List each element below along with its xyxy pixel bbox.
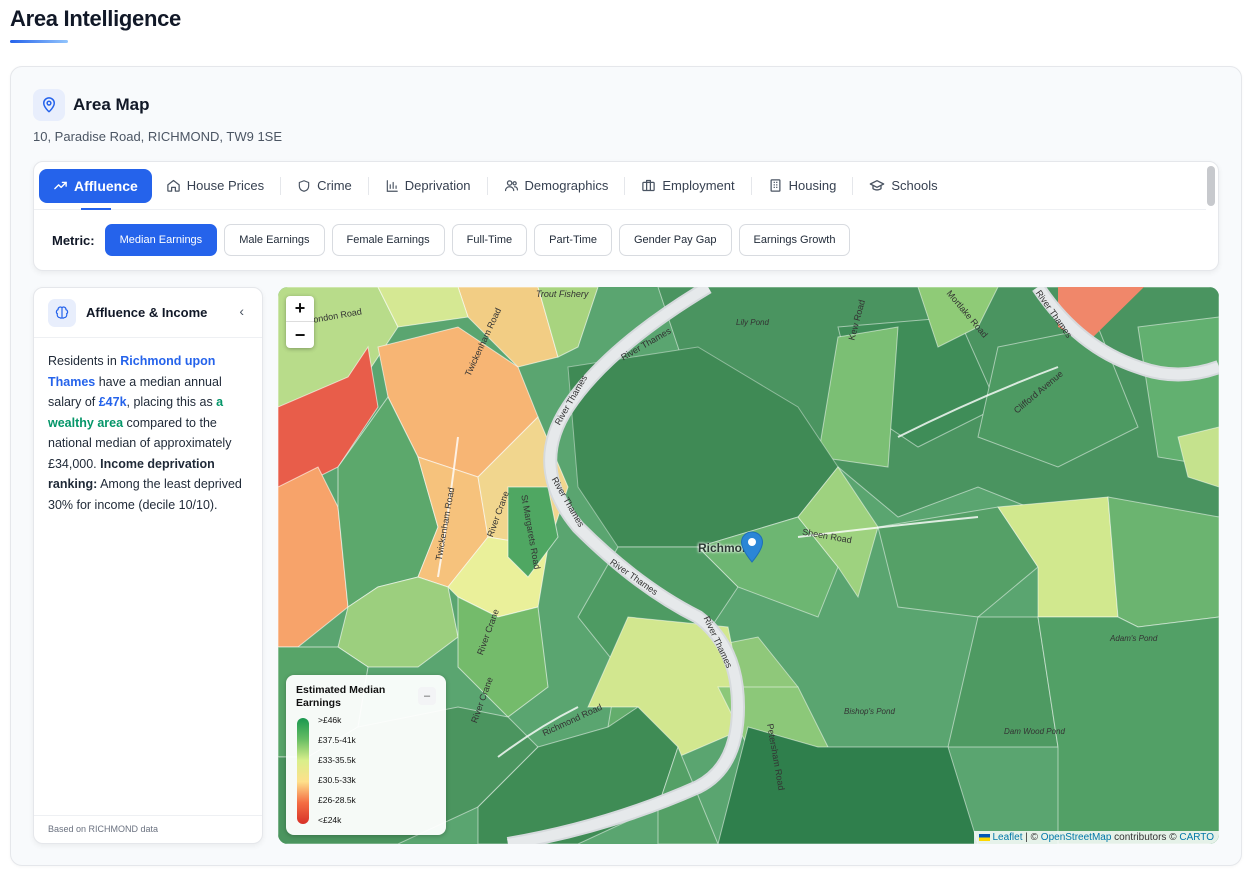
metric-male-earnings[interactable]: Male Earnings [224,224,325,256]
tab-demographics[interactable]: Demographics [490,169,623,203]
metric-median-earnings[interactable]: Median Earnings [104,224,218,256]
metric-female-earnings[interactable]: Female Earnings [331,224,445,256]
tab-separator [624,176,626,195]
metric-earnings-growth[interactable]: Earnings Growth [738,224,851,256]
legend-item: <£24k [318,815,342,825]
median-salary: £47k [98,395,127,409]
briefcase-icon [642,179,656,192]
carto-link[interactable]: CARTO [1179,832,1214,843]
tab-separator [852,176,854,195]
deprivation-label: Income deprivation ranking: [48,456,215,492]
metric-label: Metric: [52,232,95,248]
users-icon [504,180,518,192]
leaflet-link[interactable]: Leaflet [992,832,1023,843]
page-title: Area Intelligence [10,6,181,31]
bar-chart-icon [386,179,398,192]
tab-separator [486,176,488,195]
insight-text: Residents in Richmond upon Thames have a… [48,354,242,512]
metric-selector: Metric: Median Earnings Male Earnings Fe… [52,224,851,256]
zoom-control: + − [286,296,314,348]
legend-item: £30.5-33k [318,775,356,785]
collapse-chevron-icon[interactable]: ‹ [239,303,244,319]
tabs-panel: Affluence House Prices Crime Deprivation… [33,161,1219,271]
tab-separator [367,176,369,195]
tab-deprivation[interactable]: Deprivation [371,169,485,203]
map-label: Bishop's Pond [844,707,895,716]
home-icon [167,179,180,192]
sidebar-header: Affluence & Income ‹ [34,288,262,338]
tab-separator [280,176,282,195]
ukraine-flag-icon [978,833,990,841]
legend-labels: >£46k £37.5-41k £33-35.5k £30.5-33k £26-… [318,713,356,833]
shield-icon [298,179,310,192]
insight-sidebar: Affluence & Income ‹ Residents in Richmo… [33,287,263,844]
graduation-cap-icon [869,179,885,191]
zoom-out-button[interactable]: − [294,324,306,345]
legend-color-scale [297,718,309,824]
tab-separator [750,176,752,195]
metric-part-time[interactable]: Part-Time [534,224,612,256]
address-text: 10, Paradise Road, RICHMOND, TW9 1SE [33,129,283,144]
area-name: Richmond upon Thames [48,354,216,389]
tabs-scrollbar[interactable] [1207,166,1215,206]
location-marker-icon[interactable] [740,531,764,568]
map-attribution: Leaflet | © OpenStreetMap contributors ©… [973,831,1219,844]
legend-title: Estimated Median Earnings [296,684,386,709]
map-label: Trout Fishery [536,289,589,299]
map-pin-icon [33,89,65,121]
trend-up-icon [54,181,67,190]
metric-gender-pay-gap[interactable]: Gender Pay Gap [618,224,732,256]
osm-link[interactable]: OpenStreetMap [1040,832,1112,843]
legend-minimize-button[interactable]: – [418,687,436,705]
legend-item: £37.5-41k [318,735,356,745]
metric-full-time[interactable]: Full-Time [451,224,528,256]
brain-icon [48,298,76,327]
tab-house-prices[interactable]: House Prices [152,169,278,203]
tab-housing[interactable]: Housing [754,169,851,203]
wealth-rating: a wealthy area [48,395,224,430]
map-label: Lily Pond [736,318,769,327]
tab-schools[interactable]: Schools [855,169,951,203]
choropleth-map[interactable]: Trout Fishery London Road Twickenham Roa… [278,287,1219,844]
map-legend: Estimated Median Earnings – >£46k £37.5-… [286,675,446,835]
tab-affluence[interactable]: Affluence [39,168,152,210]
map-canvas[interactable] [278,287,1219,844]
legend-item: £33-35.5k [318,755,356,765]
tab-employment[interactable]: Employment [627,169,748,203]
legend-item: £26-28.5k [318,795,356,805]
card-title: Area Map [73,95,150,114]
sidebar-title: Affluence & Income [86,305,208,320]
legend-item: >£46k [318,715,342,725]
map-label: Dam Wood Pond [1004,727,1065,736]
area-map-card: Area Map 10, Paradise Road, RICHMOND, TW… [10,66,1242,866]
sidebar-footer: Based on RICHMOND data [34,815,262,843]
building-icon [770,179,781,192]
tab-crime[interactable]: Crime [283,169,366,203]
zoom-in-button[interactable]: + [286,296,314,322]
map-label: Adam's Pond [1110,634,1158,643]
category-tabs: Affluence House Prices Crime Deprivation… [34,162,1206,210]
card-header: Area Map [33,89,150,121]
title-underline [10,40,68,43]
